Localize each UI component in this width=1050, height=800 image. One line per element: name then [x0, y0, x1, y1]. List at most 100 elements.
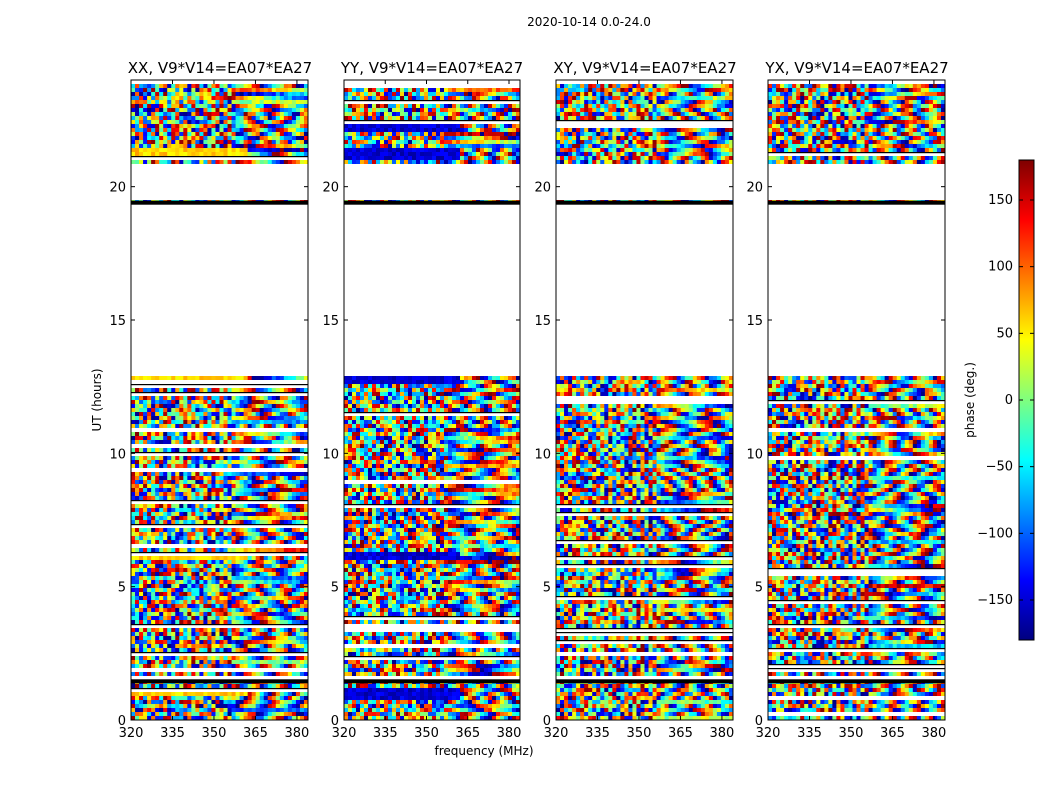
- heat-cell: [243, 504, 249, 508]
- heat-cell: [135, 148, 140, 152]
- heat-cell: [255, 620, 261, 624]
- heat-cell: [179, 660, 184, 664]
- heat-cell: [271, 404, 277, 408]
- heat-cell: [175, 128, 180, 132]
- heat-cell: [259, 472, 265, 476]
- heat-cell: [420, 112, 425, 116]
- heat-cell: [179, 596, 184, 600]
- heat-cell: [187, 532, 192, 536]
- heat-cell: [135, 572, 140, 576]
- heat-cell: [267, 400, 273, 404]
- heat-cell: [243, 388, 249, 392]
- heat-cell: [448, 112, 453, 116]
- heat-cell: [416, 380, 421, 384]
- heat-cell: [155, 484, 160, 488]
- heat-cell: [488, 376, 493, 380]
- heat-cell: [263, 96, 269, 100]
- heat-cell: [255, 656, 261, 660]
- heat-cell: [219, 84, 224, 88]
- heat-cell: [139, 708, 144, 712]
- heat-cell: [135, 488, 140, 492]
- heat-cell: [171, 476, 176, 480]
- heat-cell: [235, 596, 241, 600]
- heat-cell: [299, 540, 305, 544]
- heat-cell: [251, 536, 257, 540]
- heat-cell: [263, 636, 269, 640]
- heat-cell: [187, 536, 192, 540]
- heat-cell: [191, 140, 196, 144]
- heat-cell: [267, 424, 273, 428]
- heat-cell: [131, 604, 136, 608]
- heat-cell: [412, 136, 417, 140]
- heat-cell: [199, 684, 204, 688]
- heat-cell: [488, 380, 493, 384]
- heat-cell: [139, 512, 144, 516]
- heat-cell: [163, 112, 168, 116]
- heat-cell: [203, 520, 208, 524]
- heat-cell: [147, 152, 152, 156]
- heat-cell: [167, 636, 172, 640]
- heat-cell: [255, 556, 261, 560]
- heat-cell: [183, 656, 188, 660]
- heat-cell: [187, 580, 192, 584]
- heat-cell: [139, 436, 144, 440]
- heat-cell: [344, 376, 349, 380]
- heat-cell: [179, 700, 184, 704]
- heat-cell: [416, 116, 421, 120]
- heat-cell: [155, 492, 160, 496]
- heat-cell: [259, 704, 265, 708]
- heat-cell: [247, 376, 253, 380]
- heat-cell: [299, 600, 305, 604]
- heat-cell: [195, 508, 200, 512]
- heat-cell: [472, 148, 477, 152]
- heat-cell: [231, 600, 236, 604]
- heat-cell: [239, 484, 245, 488]
- heat-cell: [211, 600, 216, 604]
- heat-cell: [255, 88, 261, 92]
- heat-cell: [243, 120, 249, 124]
- heat-cell: [179, 116, 184, 120]
- heat-cell: [239, 664, 245, 668]
- heat-cell: [251, 504, 257, 508]
- heat-cell: [263, 424, 269, 428]
- heat-cell: [223, 488, 228, 492]
- heat-cell: [287, 548, 293, 552]
- heat-cell: [247, 536, 253, 540]
- heat-cell: [344, 108, 349, 112]
- heat-cell: [271, 104, 277, 108]
- heat-cell: [251, 104, 257, 108]
- heat-cell: [251, 636, 257, 640]
- heat-cell: [183, 436, 188, 440]
- heat-cell: [179, 512, 184, 516]
- heat-cell: [147, 636, 152, 640]
- heat-cell: [243, 548, 249, 552]
- heat-cell: [295, 596, 301, 600]
- heat-cell: [219, 600, 224, 604]
- heat-cell: [259, 508, 265, 512]
- heat-cell: [512, 144, 517, 148]
- heat-cell: [251, 580, 257, 584]
- heat-cell: [352, 144, 357, 148]
- heat-cell: [171, 628, 176, 632]
- heat-cell: [195, 656, 200, 660]
- heat-cell: [275, 408, 281, 412]
- heat-cell: [199, 512, 204, 516]
- heat-cell: [199, 556, 204, 560]
- heat-cell: [151, 128, 156, 132]
- heat-cell: [263, 440, 269, 444]
- heat-cell: [295, 716, 301, 720]
- heat-cell: [151, 700, 156, 704]
- heat-cell: [211, 660, 216, 664]
- heat-cell: [271, 592, 277, 596]
- heat-cell: [404, 112, 409, 116]
- heat-cell: [360, 140, 365, 144]
- heat-cell: [171, 520, 176, 524]
- heat-cell: [135, 92, 140, 96]
- heat-cell: [143, 456, 148, 460]
- heat-cell: [271, 596, 277, 600]
- heat-cell: [436, 92, 441, 96]
- heat-cell: [159, 484, 164, 488]
- heat-cell: [492, 88, 497, 92]
- heat-cell: [416, 104, 421, 108]
- heat-cell: [344, 92, 349, 96]
